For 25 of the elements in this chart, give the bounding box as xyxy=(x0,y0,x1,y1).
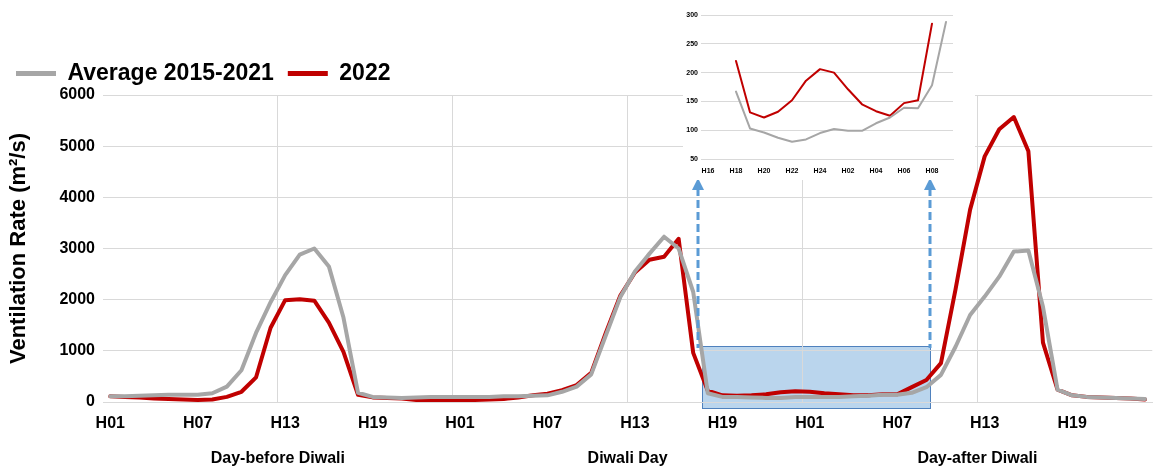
x-tick-label: H07 xyxy=(532,414,563,432)
y-tick-label: 1000 xyxy=(59,341,96,359)
x-tick-label: H13 xyxy=(620,414,650,432)
x-tick-label: H01 xyxy=(445,414,475,432)
x-tick-label: H19 xyxy=(707,414,738,432)
x-tick-label: H13 xyxy=(270,414,300,432)
x-tick-label: H01 xyxy=(795,414,825,432)
legend-label: Average 2015-2021 xyxy=(67,58,275,85)
y-tick-label: 5000 xyxy=(59,136,96,154)
x-tick-label: H19 xyxy=(1057,414,1087,432)
x-tick-label: H19 xyxy=(357,414,388,432)
y-axis-title: Ventilation Rate (m²/s) xyxy=(5,132,31,365)
x-tick-label: H13 xyxy=(970,414,1000,432)
legend-label: 2022 xyxy=(339,58,391,85)
y-tick-label: 3000 xyxy=(59,238,96,256)
text: Day-before Diwali xyxy=(210,449,346,467)
text: Diwali Day xyxy=(587,449,668,467)
y-tick-label: 2000 xyxy=(59,290,96,308)
x-tick-label: H01 xyxy=(95,414,126,432)
y-tick-label: 6000 xyxy=(59,85,96,103)
y-tick-label: 4000 xyxy=(59,187,96,205)
y-tick-label: 0 xyxy=(86,392,96,410)
x-tick-label: H07 xyxy=(183,414,213,432)
x-tick-label: H07 xyxy=(882,414,913,432)
text: Day-after Diwali xyxy=(917,449,1038,467)
